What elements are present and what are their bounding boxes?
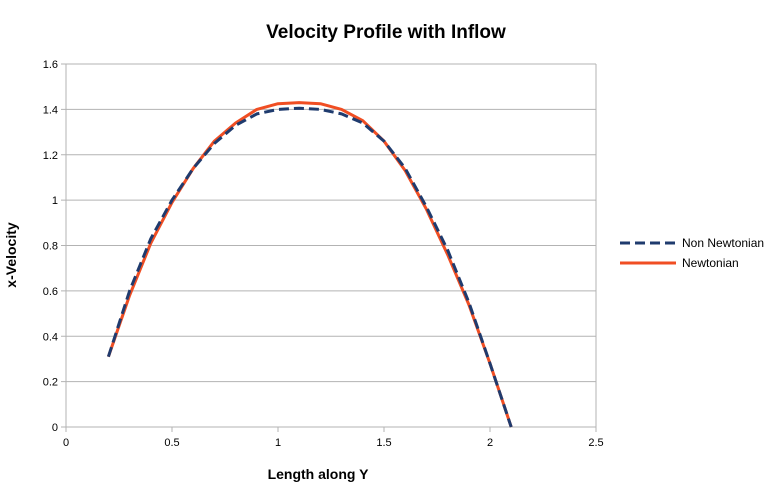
y-tick-label: 0.2	[43, 377, 58, 389]
x-tick-label: 2	[487, 437, 493, 449]
series-line-non-newtonian	[106, 106, 513, 428]
gridlines	[66, 63, 597, 427]
x-tick-label: 0.5	[164, 437, 179, 449]
x-tick-labels: 0 0.5 1 1.5 2 2.5	[63, 437, 604, 449]
legend-label-non-newtonian: Non Newtonian	[682, 236, 764, 250]
y-tick-label: 1	[52, 195, 58, 207]
y-tick-label: 0.4	[43, 331, 58, 343]
x-tick-label: 0	[63, 437, 69, 449]
y-tick-label: 1.4	[43, 104, 58, 116]
x-tick-label: 1.5	[376, 437, 391, 449]
series-line-newtonian	[106, 101, 513, 428]
y-axis-title: x-Velocity	[3, 222, 19, 288]
series-lines	[106, 101, 513, 428]
y-tick-labels: 0 0.2 0.4 0.6 0.8 1 1.2 1.4 1.6	[43, 59, 58, 434]
chart-title: Velocity Profile with Inflow	[266, 22, 506, 43]
x-axis-title: Length along Y	[268, 466, 370, 482]
x-tick-label: 1	[275, 437, 281, 449]
legend-label-newtonian: Newtonian	[682, 256, 739, 270]
axes	[61, 63, 597, 432]
y-tick-label: 1.2	[43, 150, 58, 162]
y-tick-label: 1.6	[43, 59, 58, 71]
y-tick-label: 0.6	[43, 286, 58, 298]
x-tick-label: 2.5	[588, 437, 603, 449]
y-tick-label: 0	[52, 422, 58, 434]
legend: Non Newtonian Newtonian	[620, 236, 764, 270]
y-tick-label: 0.8	[43, 241, 58, 253]
